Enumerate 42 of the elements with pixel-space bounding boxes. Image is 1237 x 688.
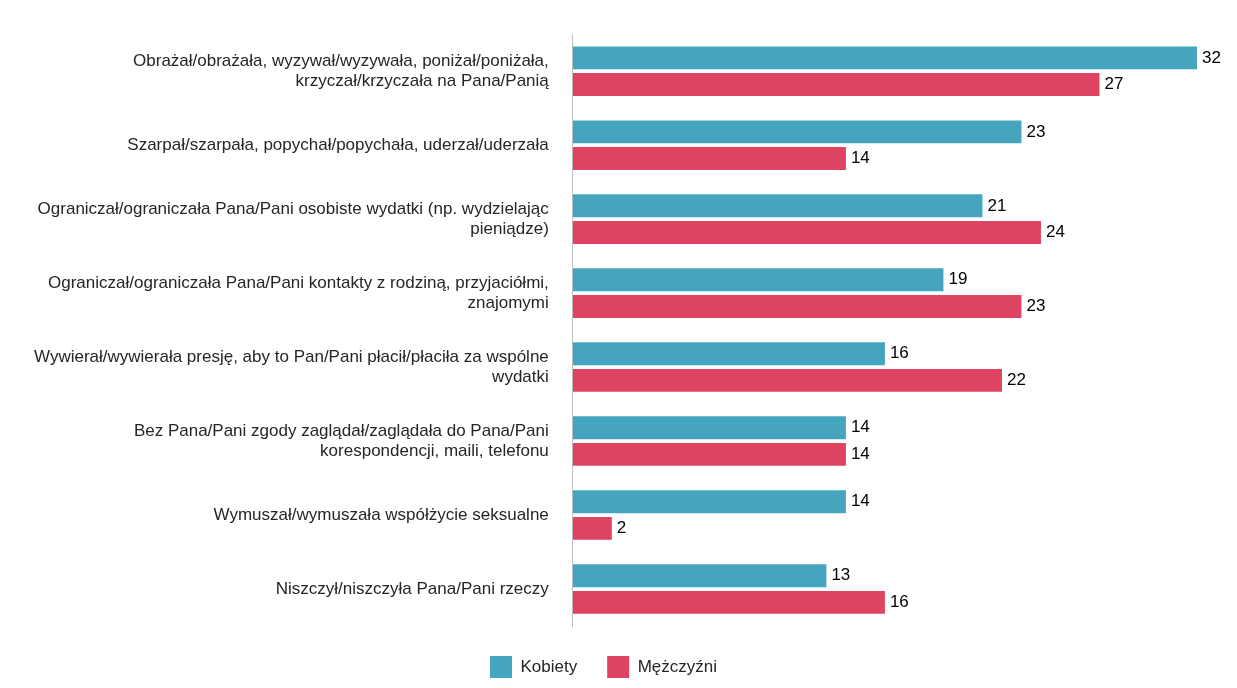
data-label: 22	[1006, 370, 1026, 390]
bar	[572, 342, 885, 366]
legend-label: Kobiety	[520, 656, 578, 676]
bar	[572, 268, 944, 292]
bar	[572, 416, 846, 440]
bar	[572, 368, 1002, 392]
y-tick-label: Wywierał/wywierała presję, aby to Pan/Pani płacił/płaciła za wspólne wydatki	[33, 346, 549, 386]
y-tick-label: Ograniczał/ograniczała Pana/Pani kontakty z rodziną, przyjaciółmi, znajomymi	[48, 272, 549, 312]
y-tick-label: Obrażał/obrażała, wyzywał/wyzywała, poniżał/poniżała, krzyczał/krzyczała na Pana/Panią	[133, 50, 550, 91]
bar	[572, 46, 1197, 70]
bar	[572, 590, 885, 614]
data-label: 24	[1045, 222, 1065, 242]
y-tick-label: Niszczył/niszczyła Pana/Pani rzeczy	[275, 578, 550, 598]
data-label: 23	[1026, 121, 1046, 141]
bar	[572, 73, 1100, 96]
y-tick-label: Bez Pana/Pani zgody zaglądał/zaglądała do Pana/Pani korespondencji, maili, telefonu	[133, 420, 549, 460]
data-label: 27	[1104, 74, 1124, 94]
legend-label: Mężczyźni	[637, 656, 718, 676]
data-label: 21	[987, 195, 1007, 215]
data-label: 19	[948, 269, 968, 289]
bar	[572, 516, 612, 540]
data-label: 14	[850, 491, 870, 511]
data-label: 14	[850, 417, 870, 437]
data-label: 2	[616, 518, 627, 538]
bar	[572, 221, 1041, 244]
y-tick-label: Wymuszał/wymuszała współżycie seksualne	[213, 504, 549, 524]
data-label: 23	[1026, 296, 1046, 316]
data-label: 13	[831, 565, 851, 585]
bar	[572, 442, 846, 466]
data-label: 16	[889, 592, 909, 612]
data-label: 32	[1202, 47, 1221, 67]
data-label: 14	[850, 444, 870, 464]
bar	[572, 194, 983, 218]
bar	[572, 294, 1022, 318]
bar	[572, 147, 846, 170]
y-tick-label: Szarpał/szarpała, popychał/popychała, uderzał/uderzała	[127, 134, 550, 154]
data-label: 14	[850, 148, 870, 168]
bar	[572, 120, 1022, 144]
bar	[572, 490, 846, 514]
y-tick-label: Ograniczał/ograniczała Pana/Pani osobiste wydatki (np. wydzielając pieniądze)	[37, 198, 550, 239]
data-label: 16	[889, 343, 909, 363]
bar	[572, 564, 827, 588]
